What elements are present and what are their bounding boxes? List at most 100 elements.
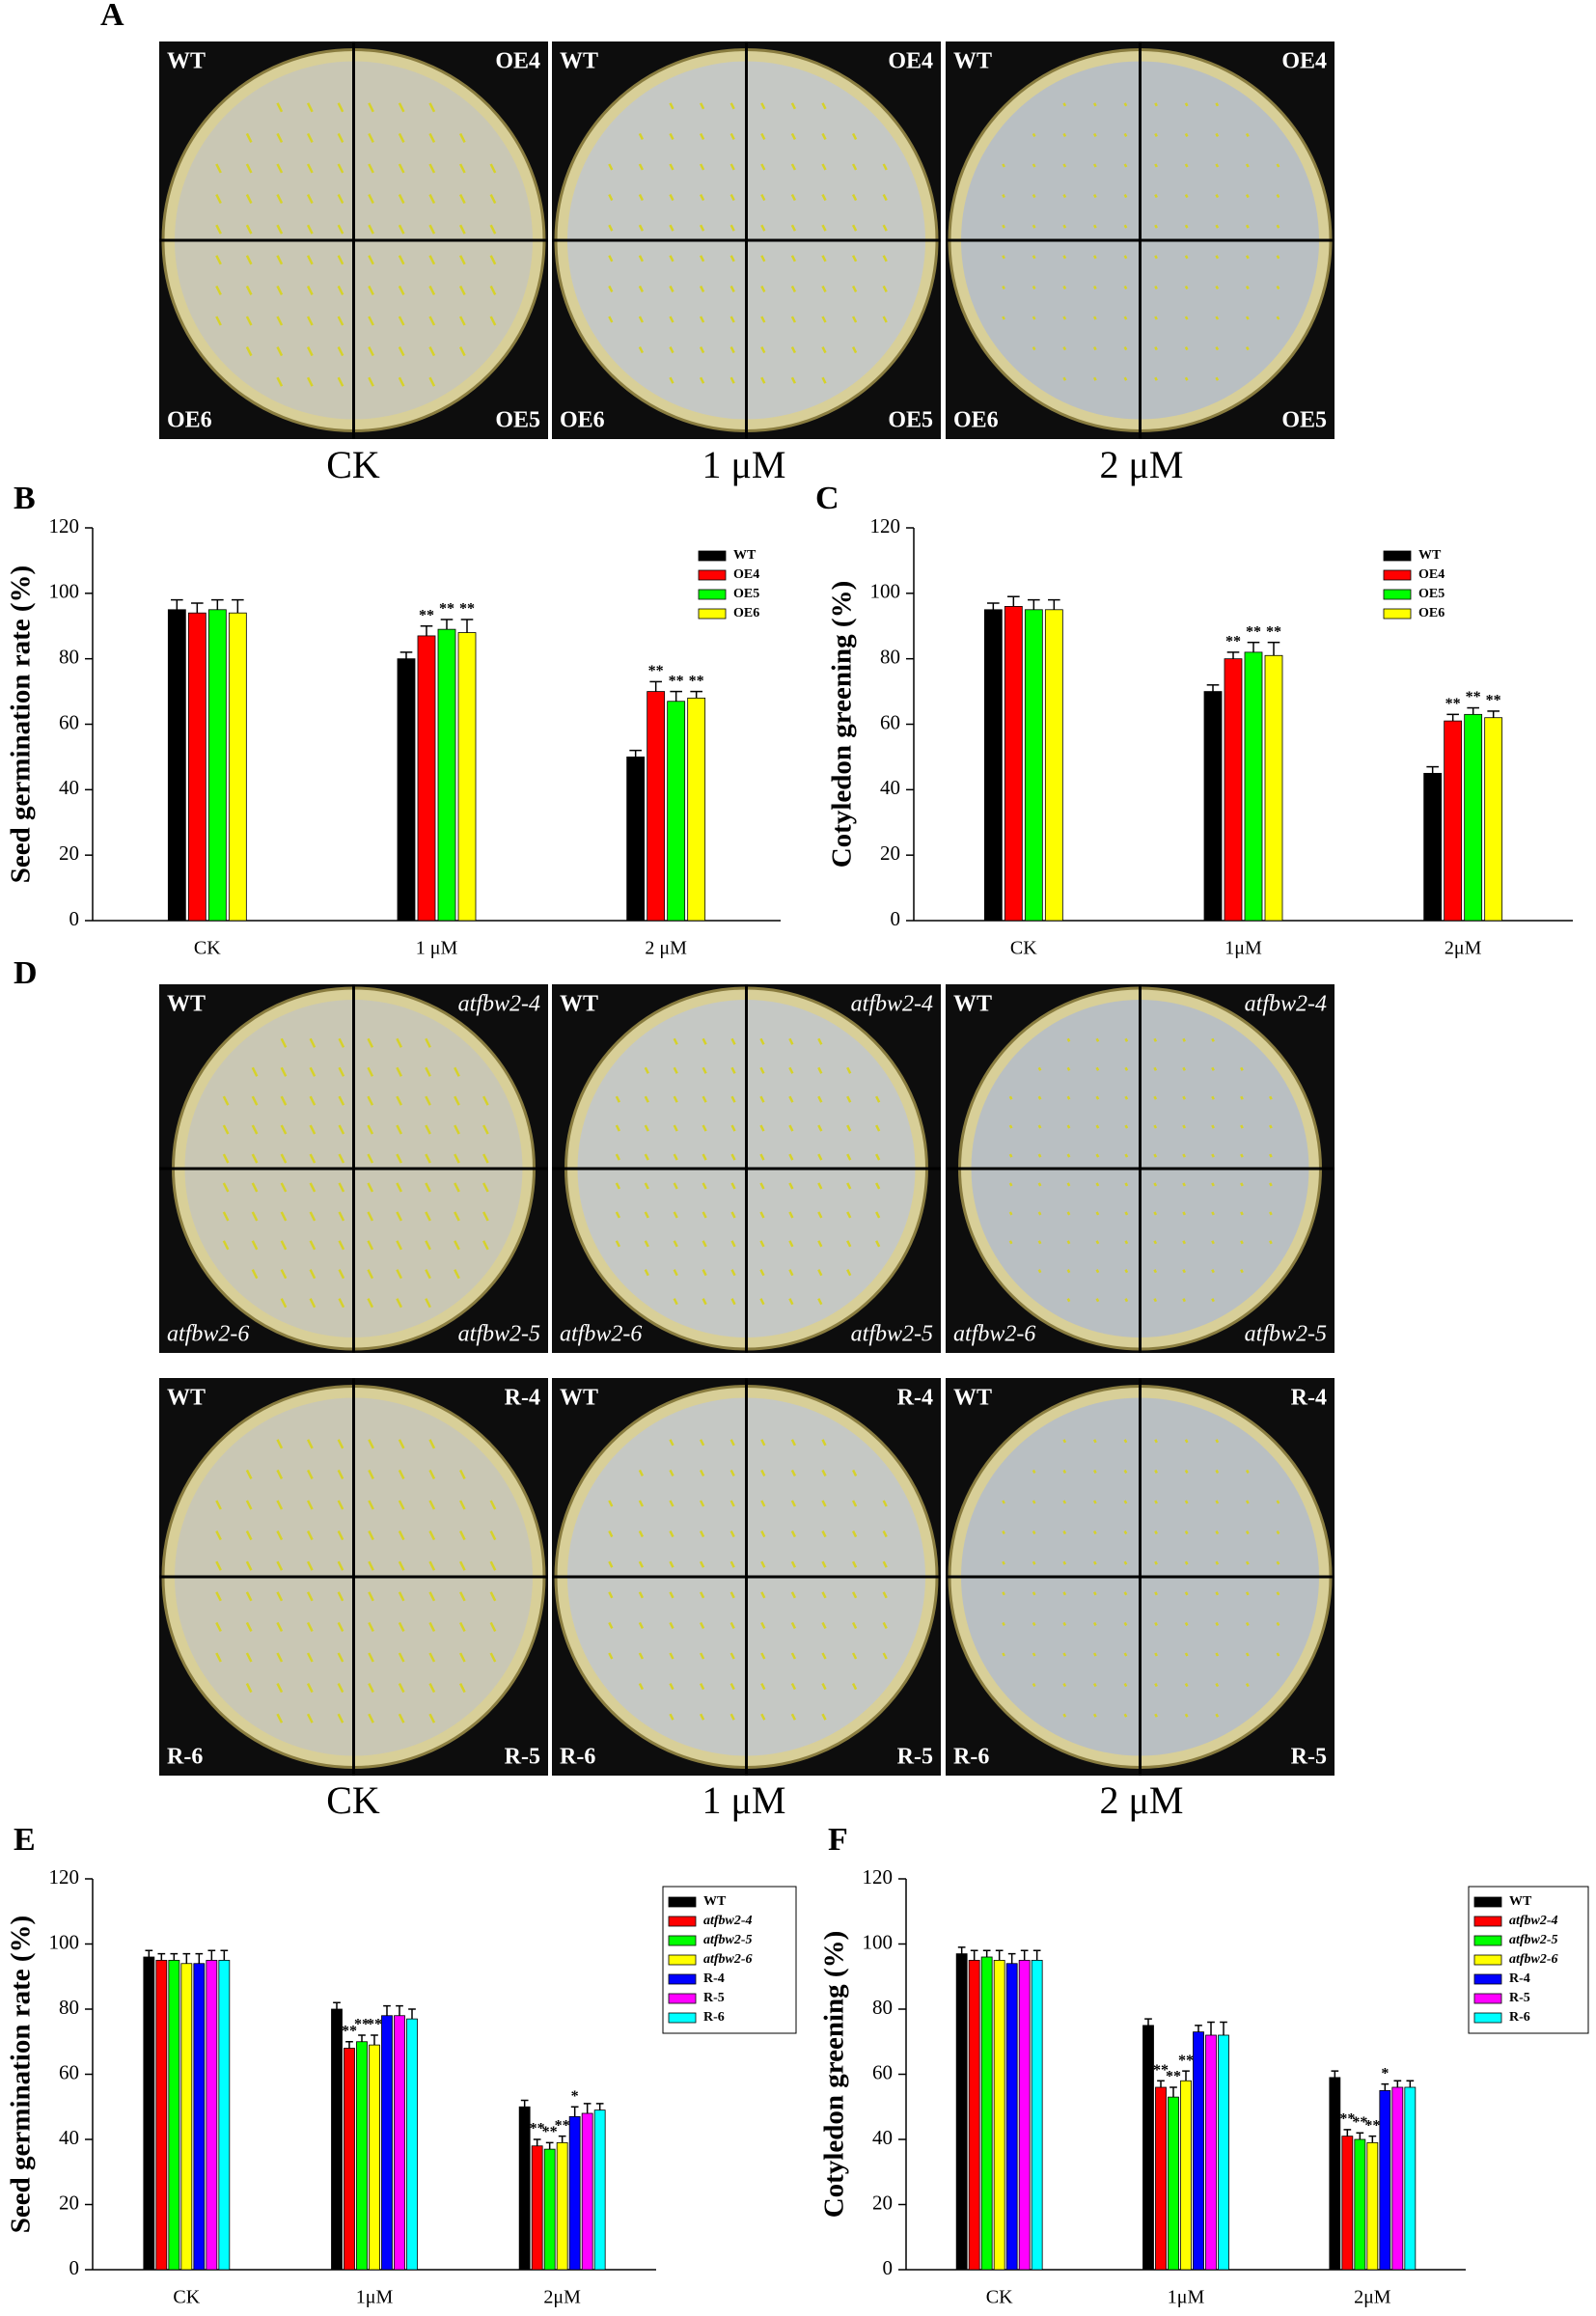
seedling (1184, 1683, 1189, 1688)
y-tick-label: 80 (872, 1996, 893, 2019)
seedling (608, 194, 614, 202)
seedling (669, 1560, 674, 1568)
seedling (702, 1240, 707, 1248)
significance: * (571, 2088, 579, 2105)
seedling (851, 1591, 858, 1599)
seedling (1245, 1652, 1250, 1657)
seedling (846, 1240, 852, 1248)
seedling (245, 285, 253, 295)
y-tick-label: 20 (59, 2191, 79, 2214)
seedling (821, 1621, 827, 1629)
seedling (280, 1037, 288, 1048)
plate-label: OE5 (1281, 408, 1327, 433)
seedling (1032, 285, 1036, 290)
y-tick-label: 120 (49, 1865, 80, 1889)
seedling (367, 1211, 374, 1222)
seedling (251, 1182, 259, 1193)
seedling (1037, 1182, 1042, 1187)
x-tick-label: CK (173, 2287, 200, 2308)
seedling (790, 1652, 797, 1660)
seedling (428, 102, 436, 113)
seedling (245, 1469, 253, 1479)
seedling (338, 1153, 345, 1164)
seedling (821, 163, 827, 171)
seedling (851, 1469, 858, 1476)
seedling (306, 285, 314, 295)
seedling (1184, 163, 1189, 168)
x-tick-label: 1μM (356, 2287, 394, 2308)
seedling (730, 1153, 736, 1161)
plate-label: atfbw2-5 (851, 1322, 933, 1347)
seedling (458, 1500, 466, 1510)
seedling (1276, 224, 1280, 229)
bar (531, 2145, 543, 2271)
legend-label: WT (733, 548, 757, 563)
seedling (245, 1621, 253, 1632)
seedling (638, 316, 645, 323)
seedling (608, 285, 614, 292)
seedling (1008, 1240, 1013, 1245)
seedling (251, 1211, 259, 1222)
seedling (669, 1621, 674, 1629)
seedling (337, 102, 344, 113)
y-tick-label: 60 (59, 2060, 79, 2083)
seedling (222, 1153, 230, 1164)
seedling (760, 376, 766, 384)
seedling (1066, 1240, 1071, 1245)
seedling (1037, 1240, 1042, 1245)
seedling (337, 316, 344, 326)
seedling (846, 1066, 852, 1074)
condition-label: 2 μM (1099, 443, 1183, 486)
seedling (1124, 1298, 1129, 1303)
y-tick-label: 60 (872, 2060, 893, 2083)
seedling (309, 1153, 316, 1164)
seedling (1215, 376, 1220, 381)
seedling (338, 1066, 345, 1077)
seedling (306, 1439, 314, 1449)
seedling (644, 1153, 649, 1161)
seedling (1002, 224, 1005, 229)
seedling (615, 1153, 620, 1161)
seedling (337, 1530, 344, 1541)
bar (1005, 1963, 1018, 2271)
seedling (368, 316, 374, 326)
seedling (669, 224, 674, 232)
seedling (615, 1124, 620, 1132)
seedling (396, 1269, 402, 1280)
legend-swatch (698, 589, 727, 600)
seedling (1245, 346, 1250, 351)
seedling (1062, 285, 1067, 290)
seedling (669, 255, 674, 262)
plate-label: R-5 (505, 1745, 540, 1770)
seedling (1215, 102, 1220, 107)
seedling (821, 102, 827, 110)
seedling (367, 1182, 374, 1193)
seedling (1276, 316, 1280, 320)
seedling (368, 1621, 374, 1632)
seedling (222, 1182, 230, 1193)
seedling (699, 1530, 705, 1538)
seedling (1123, 1530, 1128, 1535)
seedling (489, 1652, 497, 1663)
seedling (699, 1713, 705, 1721)
seedling (1124, 1037, 1129, 1042)
panel-letter: E (14, 1822, 36, 1858)
seedling (851, 1683, 858, 1691)
seedling (760, 1560, 766, 1568)
seedling (1002, 1621, 1005, 1626)
seedling (428, 1530, 436, 1541)
bar (457, 632, 477, 922)
seedling (1092, 1439, 1097, 1444)
seedling (673, 1269, 678, 1277)
seedling (1154, 102, 1158, 107)
y-tick-label: 0 (69, 2256, 80, 2279)
seedling (788, 1037, 794, 1045)
seedling (1092, 1500, 1097, 1504)
seedling (638, 132, 645, 140)
bar (218, 1959, 231, 2271)
plate-label: WT (953, 1386, 992, 1411)
seedling (1154, 255, 1158, 260)
seedling (1182, 1037, 1186, 1042)
seedling (1182, 1269, 1186, 1274)
seedling (458, 1652, 466, 1663)
